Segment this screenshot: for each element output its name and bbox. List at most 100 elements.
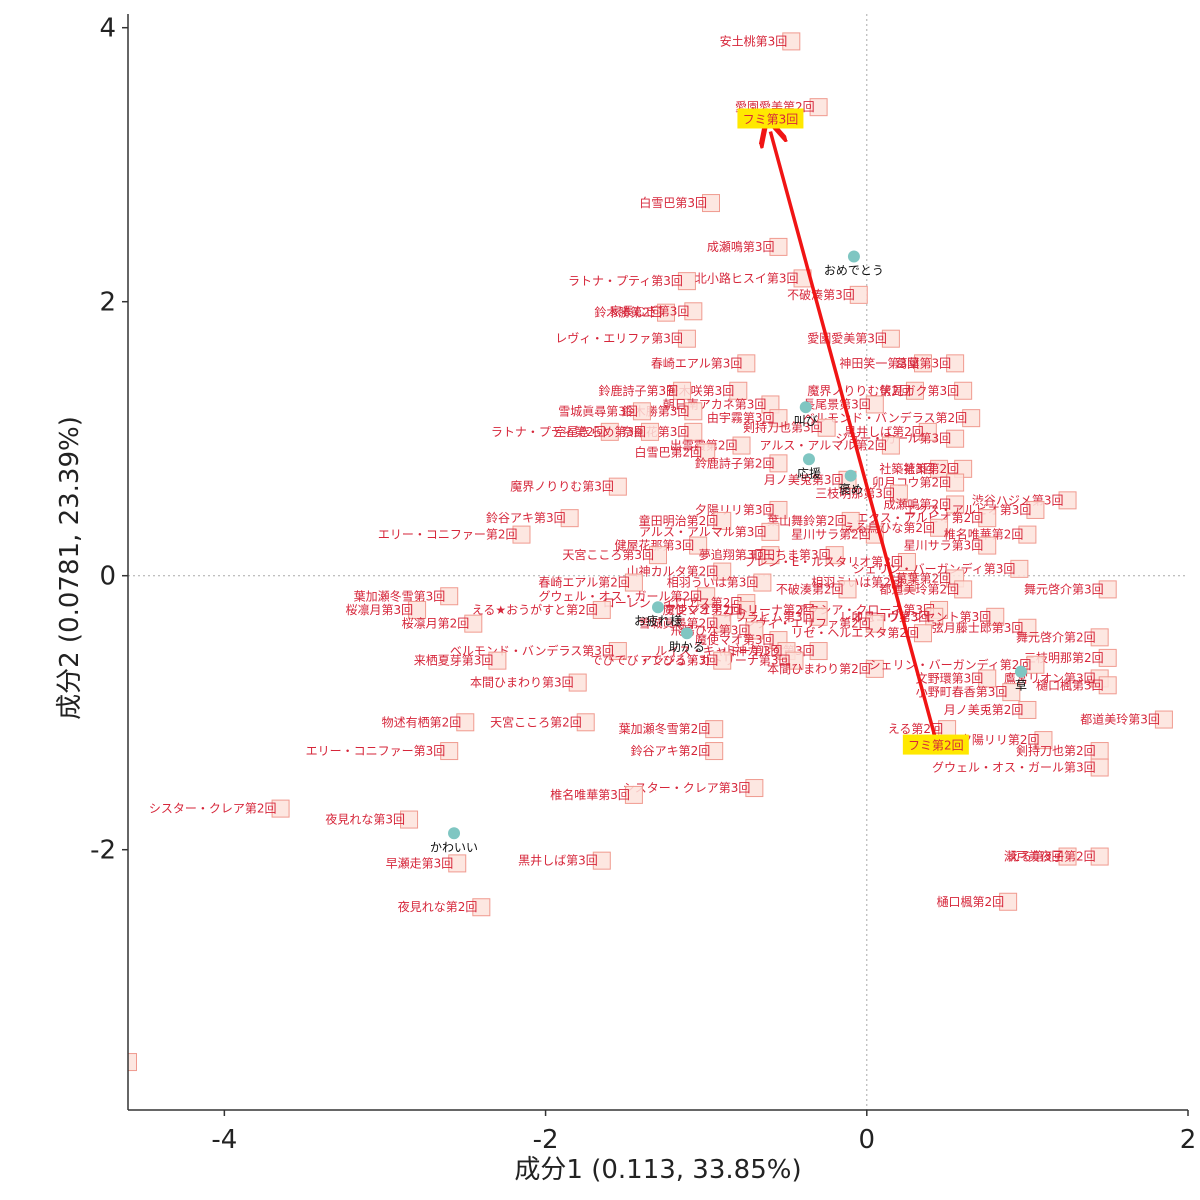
data-point-label: 夜見れな第3回 xyxy=(325,812,405,827)
data-point-label: 剣持刀也第2回 xyxy=(1016,743,1096,758)
data-point-label: リゼ・ヘルエスタ第2回 xyxy=(791,626,919,640)
reference-lines xyxy=(128,14,1188,1110)
data-point-label: 物述有栖第2回 xyxy=(382,714,462,729)
data-point-label: 成瀬鳴第3回 xyxy=(707,240,775,254)
data-point-marker xyxy=(809,642,828,661)
word-point-label: 助かる xyxy=(669,640,705,654)
data-point-label: 葛葉第3回 xyxy=(895,356,951,370)
data-point-marker xyxy=(576,713,595,732)
data-point-label: アルス・アルマル第3回 xyxy=(639,525,766,539)
data-point-marker xyxy=(600,422,619,441)
data-point-marker xyxy=(677,329,696,348)
word-point-label: 応援 xyxy=(797,466,821,480)
data-point-marker xyxy=(841,511,860,530)
data-point-marker xyxy=(560,509,579,528)
data-point-label: 瀬戸美夜子第2回 xyxy=(1004,849,1096,864)
data-point-marker xyxy=(448,854,467,873)
data-point-label: アンジュ・カトリーナ第2回 xyxy=(664,603,814,617)
data-point-label: 来栖夏芽第3回 xyxy=(414,653,494,668)
y-tick-label: -2 xyxy=(90,836,116,866)
word-point-dot xyxy=(680,627,693,640)
data-point-marker xyxy=(640,422,659,441)
data-point-marker xyxy=(954,381,973,400)
data-point-label: える★おうがすと第2回 xyxy=(472,602,598,617)
data-point-marker xyxy=(592,851,611,870)
data-point-marker xyxy=(705,742,724,761)
data-point-marker xyxy=(697,587,716,606)
data-point-marker xyxy=(1018,700,1037,719)
data-point-marker xyxy=(592,600,611,619)
data-point-label: 白雪巴第3回 xyxy=(639,195,707,210)
data-point-label: 桜凛月第2回 xyxy=(402,616,470,631)
data-point-label: 舞元啓介第2回 xyxy=(1016,629,1096,644)
data-point-label: ローレン・イロアス第2回 xyxy=(603,596,743,610)
data-point-label: 空星きらめ第3回 xyxy=(554,425,646,439)
data-point-marker xyxy=(1058,847,1077,866)
data-point-label: 椎名唯華第3回 xyxy=(550,787,630,802)
data-point-marker xyxy=(624,573,643,592)
data-point-label: 白雪巴第2回 xyxy=(635,444,703,459)
data-point-marker xyxy=(962,409,981,428)
data-point-label: 星川サラ第2回 xyxy=(791,528,871,542)
data-point-label: 都道美玲第3回 xyxy=(1080,713,1160,727)
data-point-marker xyxy=(657,303,676,322)
data-point-label: 夢追翔第3回 xyxy=(699,547,767,562)
data-point-label: 天宮こころ第3回 xyxy=(562,547,654,562)
data-point-label: 健屋花那第3回 xyxy=(615,538,695,553)
data-point-marker xyxy=(978,509,997,528)
data-point-label: 不破湊第2回 xyxy=(776,581,844,596)
axis-ticks: -4 -2 0 2 -2 0 2 4 xyxy=(90,14,1196,1155)
data-point-marker xyxy=(472,898,491,917)
data-point-marker xyxy=(809,98,828,117)
word-point-label: 叫び xyxy=(794,414,818,428)
data-point-label: 不破湊第3回 xyxy=(787,287,855,302)
data-point-label: 鈴鹿詩子第2回 xyxy=(695,455,775,470)
data-point-label: 鈴谷アキ第3回 xyxy=(486,510,566,525)
x-tick-label: -2 xyxy=(533,1125,559,1155)
data-point-marker xyxy=(408,600,427,619)
data-point-label: シスター・クレア第3回 xyxy=(623,781,751,795)
data-point-label: 早瀬走第3回 xyxy=(386,856,454,870)
data-point-marker xyxy=(782,32,801,51)
data-point-marker xyxy=(914,624,932,643)
data-point-marker xyxy=(930,459,949,478)
data-point-label: 家長むぎ第3回 xyxy=(610,303,690,318)
data-point-label: 樋口楓第3回 xyxy=(1036,677,1104,692)
data-point-marker xyxy=(817,418,836,437)
data-point-label: 安土桃第3回 xyxy=(720,33,788,48)
word-point-dot xyxy=(799,401,812,414)
data-point-marker xyxy=(713,511,732,530)
data-point-marker xyxy=(464,614,483,633)
data-point-label: シスター・クレア第2回 xyxy=(149,802,277,816)
data-point-label: フレン・E・ルスタリオ第3回 xyxy=(744,555,903,569)
data-point-label: エクス・アルビオ第3回 xyxy=(904,503,1031,517)
data-point-label: アルス・アルマル第2回 xyxy=(759,439,886,453)
data-point-marker xyxy=(838,580,857,599)
data-point-marker xyxy=(1154,710,1173,729)
data-point-label: 伏見ガク第3回 xyxy=(880,384,960,398)
data-point-label: 星川サラ第3回 xyxy=(904,539,984,553)
data-point-marker xyxy=(456,713,475,732)
data-point-marker xyxy=(713,614,732,633)
data-point-marker xyxy=(809,607,828,626)
word-point-dot xyxy=(1014,665,1027,678)
data-point-marker xyxy=(632,402,651,421)
data-point-label: 成瀬鳴第2回 xyxy=(883,497,951,511)
data-point-label: 天宮こころ第2回 xyxy=(490,714,582,729)
data-point-label: 葉加瀬冬雪第2回 xyxy=(619,721,711,736)
data-point-marker xyxy=(568,673,587,692)
data-point-label: 相羽ういは第3回 xyxy=(667,576,759,590)
data-point-marker xyxy=(737,354,756,373)
data-point-marker xyxy=(702,194,720,213)
data-point-marker xyxy=(697,443,716,462)
data-point-label: イブラヒム第3回 xyxy=(723,609,815,624)
x-axis-title: 成分1 (0.113, 33.85%) xyxy=(514,1155,801,1185)
data-point-label: レヴィ・エリファ第2回 xyxy=(743,616,871,631)
data-point-marker xyxy=(881,329,900,348)
data-point-marker xyxy=(946,473,965,492)
data-point-label: 本間ひまわり第3回 xyxy=(470,676,574,690)
data-point-marker xyxy=(713,562,732,581)
word-point-label: 褒め xyxy=(839,483,863,497)
data-point-label: 桜凛月第3回 xyxy=(345,602,413,617)
data-point-marker xyxy=(608,477,627,496)
